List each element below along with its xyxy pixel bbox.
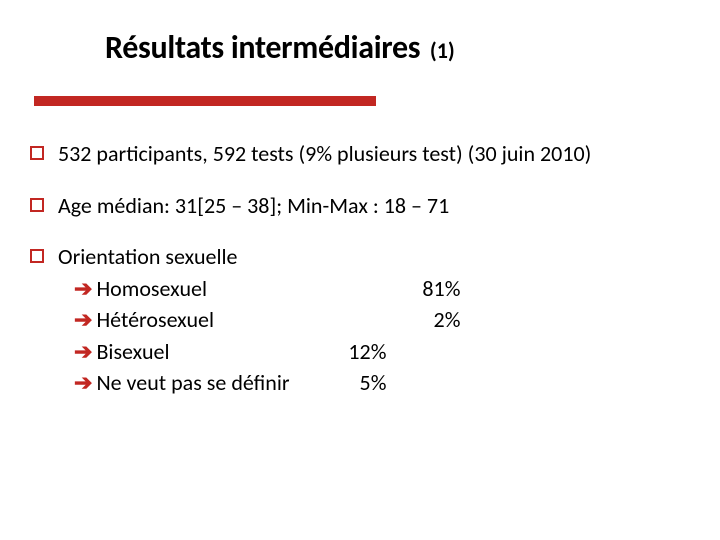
sub-label: Homosexuel [96, 275, 316, 303]
sub-item: ➔ Ne veut pas se définir 5% [58, 369, 460, 397]
sub-list: ➔ Homosexuel 81% ➔ Hétérosexuel 2% ➔ Bis… [58, 275, 460, 397]
bullet-text: Orientation sexuelle ➔ Homosexuel 81% ➔ … [58, 243, 460, 397]
sub-item: ➔ Bisexuel 12% [58, 338, 460, 366]
square-bullet-icon [30, 146, 44, 160]
sub-label: Hétérosexuel [96, 306, 316, 334]
sub-item: ➔ Hétérosexuel 2% [58, 306, 460, 334]
bullet-text: Age médian: 31[25 – 38]; Min-Max : 18 – … [58, 192, 449, 220]
sub-label: Bisexuel [96, 338, 316, 366]
title-block: Résultats intermédiaires (1) [105, 28, 455, 67]
bullet-item: 532 participants, 592 tests (9% plusieur… [30, 140, 700, 168]
sub-value: 2% [390, 306, 460, 334]
slide-title-suffix: (1) [430, 37, 455, 64]
arrow-icon: ➔ [74, 275, 92, 303]
slide-title: Résultats intermédiaires [105, 28, 420, 67]
sub-value: 12% [316, 338, 386, 366]
square-bullet-icon [30, 249, 44, 263]
arrow-icon: ➔ [74, 338, 92, 366]
square-bullet-icon [30, 198, 44, 212]
sub-value: 81% [390, 275, 460, 303]
bullet-item: Orientation sexuelle ➔ Homosexuel 81% ➔ … [30, 243, 700, 397]
sub-label: Ne veut pas se définir [96, 369, 316, 397]
arrow-icon: ➔ [74, 369, 92, 397]
bullet-text: 532 participants, 592 tests (9% plusieur… [58, 140, 591, 168]
bullet-item: Age médian: 31[25 – 38]; Min-Max : 18 – … [30, 192, 700, 220]
sub-value: 5% [316, 369, 386, 397]
sub-item: ➔ Homosexuel 81% [58, 275, 460, 303]
body-content: 532 participants, 592 tests (9% plusieur… [30, 140, 700, 421]
arrow-icon: ➔ [74, 306, 92, 334]
bullet-label: Orientation sexuelle [58, 243, 238, 270]
title-underline [34, 96, 376, 106]
slide: Résultats intermédiaires (1) 532 partici… [0, 0, 720, 540]
